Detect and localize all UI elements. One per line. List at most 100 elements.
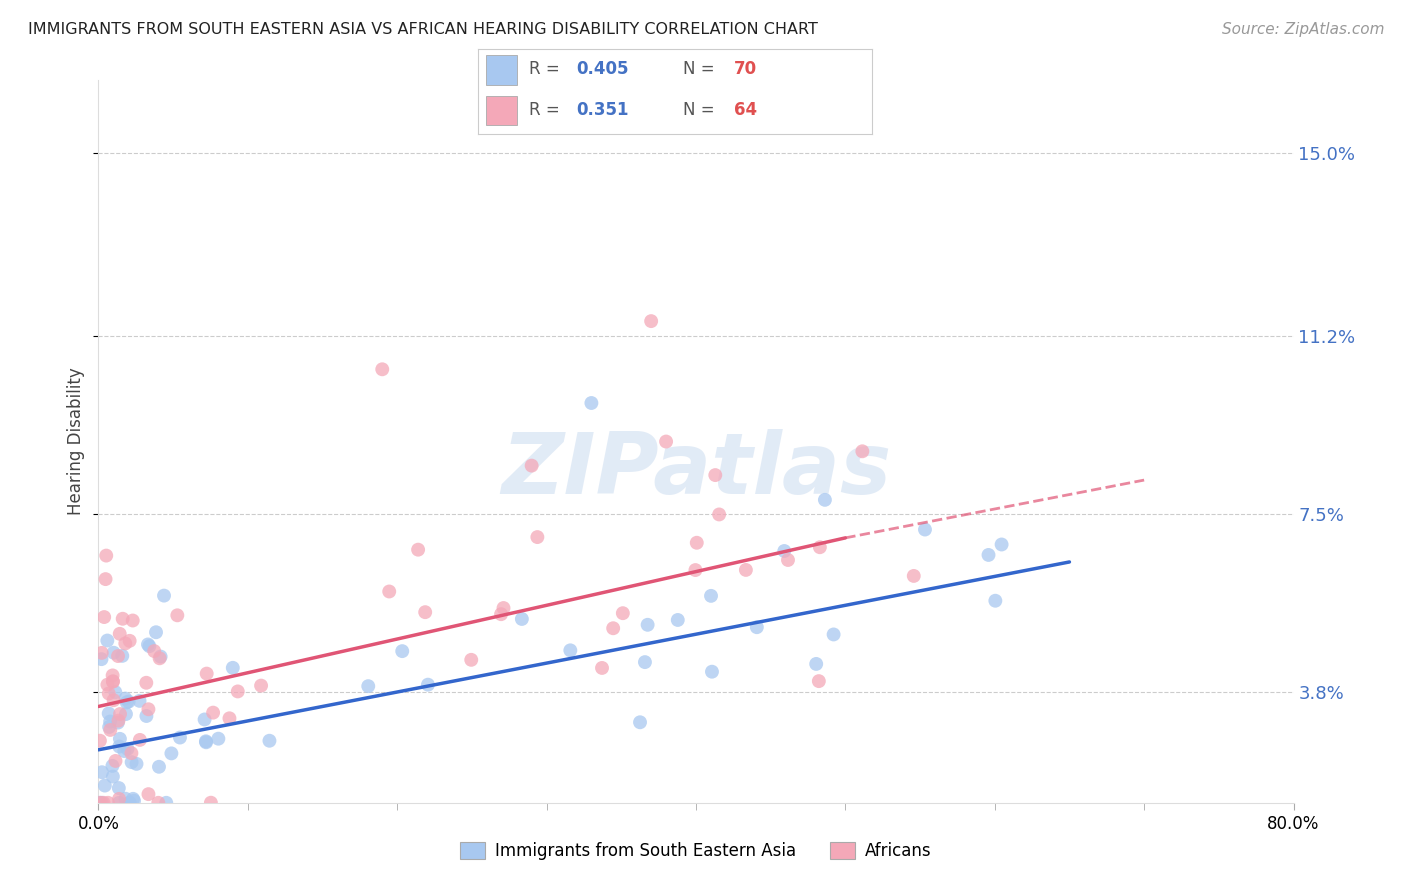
Point [97,706,120,721]
Point [560,643,582,657]
Point [520,458,543,473]
Point [489,607,512,622]
Point [413,605,436,619]
Point [637,617,659,632]
Point [108,731,131,746]
Point [808,540,831,554]
Text: R =: R = [529,61,565,78]
Point [122,794,145,808]
Bar [486,55,517,85]
Point [111,612,134,626]
Point [138,702,160,716]
Point [101,770,124,784]
Point [391,644,413,658]
Point [806,657,828,671]
Point [114,691,136,706]
Point [114,791,136,805]
Point [138,639,160,653]
Text: Source: ZipAtlas.com: Source: ZipAtlas.com [1222,22,1385,37]
Text: 64: 64 [734,101,756,119]
Text: N =: N = [683,61,720,78]
Point [807,674,830,689]
Point [990,537,1012,551]
Point [98,720,121,734]
Point [194,734,217,748]
Point [704,468,727,483]
Point [143,644,166,658]
Point [823,627,845,641]
Text: R =: R = [529,101,571,119]
Point [108,796,131,810]
Point [602,621,624,635]
Point [120,746,142,760]
Point [222,661,245,675]
Point [250,679,273,693]
Point [166,608,188,623]
Point [612,606,634,620]
Point [118,695,141,709]
Point [218,711,240,725]
Point [195,735,218,749]
Point [640,314,662,328]
Point [96,633,118,648]
Point [686,535,709,549]
Point [903,569,925,583]
Point [202,706,225,720]
Point [735,563,758,577]
Point [114,636,136,650]
Point [135,675,157,690]
Point [149,649,172,664]
Point [96,678,118,692]
Point [145,625,167,640]
Point [194,713,217,727]
Point [90,646,112,660]
Point [700,589,723,603]
Point [226,684,249,698]
Point [685,563,707,577]
Point [666,613,689,627]
Point [406,542,429,557]
Point [112,744,135,758]
Point [591,661,613,675]
Point [148,760,170,774]
Point [148,796,170,810]
Point [107,715,129,730]
Point [155,796,177,810]
Point [93,610,115,624]
Point [118,633,141,648]
Point [101,674,124,689]
Point [94,779,117,793]
Point [526,530,548,544]
Text: ZIPatlas: ZIPatlas [501,429,891,512]
Point [90,652,112,666]
Point [97,686,120,700]
Point [745,620,768,634]
Point [115,706,138,721]
Point [977,548,1000,562]
Point [103,693,125,707]
Point [492,601,515,615]
Point [107,648,129,663]
Point [104,685,127,699]
Point [121,614,143,628]
Point [115,695,138,709]
Point [93,796,115,810]
Point [89,796,111,810]
Point [914,523,936,537]
Text: N =: N = [683,101,720,119]
Point [153,589,176,603]
Point [107,714,129,728]
Point [628,715,651,730]
Point [104,754,127,768]
Point [700,665,723,679]
Y-axis label: Hearing Disability: Hearing Disability [67,368,86,516]
Bar [486,95,517,126]
Point [117,742,139,756]
Point [108,792,131,806]
Point [89,796,111,810]
Point [259,733,281,747]
Point [357,679,380,693]
Point [169,731,191,745]
Point [814,492,837,507]
Point [122,792,145,806]
